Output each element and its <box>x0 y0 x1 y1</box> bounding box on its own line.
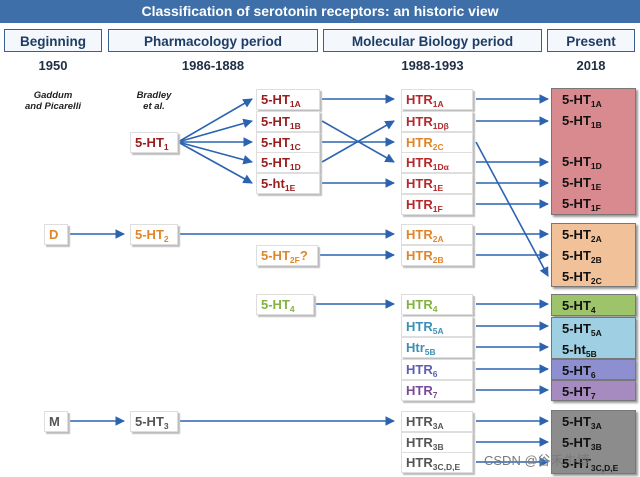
header-pharmacology: Pharmacology period <box>108 29 318 52</box>
header-beginning: Beginning <box>4 29 102 52</box>
header-present: Present <box>547 29 635 52</box>
present-5ht2b: 5-HT2B <box>562 248 602 265</box>
box-d-receptor: D <box>44 224 68 245</box>
panel-5ht2-family: 5-HT2A 5-HT2B 5-HT2C <box>551 223 636 287</box>
year-molecular: 1988-1993 <box>401 58 464 73</box>
box-htr1a: HTR1A <box>401 89 473 110</box>
present-5ht3cde: 5-HT3C,D,E <box>562 456 619 473</box>
box-htr5a: HTR5A <box>401 316 473 337</box>
present-5ht6: 5-HT6 <box>562 363 596 380</box>
arrow-ht1-to-1e <box>177 141 253 184</box>
box-m-receptor: M <box>44 411 68 432</box>
present-5ht2c: 5-HT2C <box>562 269 602 286</box>
present-5ht1f: 5-HT1F <box>562 196 601 213</box>
panel-5ht1-family: 5-HT1A 5-HT1B 5-HT1D 5-HT1E 5-HT1F <box>551 88 636 215</box>
arrow-ht1d-to-htr1d-beta <box>321 120 395 163</box>
present-5ht1a: 5-HT1A <box>562 92 602 109</box>
arrow-ht1-to-1a <box>177 98 253 143</box>
note-bradley-et-al: Bradley et al. <box>136 90 172 112</box>
box-5ht1b: 5-HT1B <box>256 111 320 132</box>
panel-5ht6: 5-HT6 <box>551 359 636 380</box>
box-htr2a: HTR2A <box>401 224 473 245</box>
note-gaddum-picarelli: GaddumBradley and Picarelli <box>25 90 81 112</box>
present-5ht7: 5-HT7 <box>562 384 596 401</box>
box-htr1e: HTR1E <box>401 173 473 194</box>
present-5ht1b: 5-HT1B <box>562 113 602 130</box>
box-5ht2f: 5-HT2F? <box>256 245 318 266</box>
box-htr1f: HTR1F <box>401 194 473 215</box>
box-htr3a: HTR3A <box>401 411 473 432</box>
box-htr6: HTR6 <box>401 359 473 380</box>
present-5ht5a: 5-HT5A <box>562 321 602 338</box>
arrow-ht1-to-1d <box>177 141 253 165</box>
box-htr2c: HTR2C <box>401 132 473 153</box>
box-htr2b: HTR2B <box>401 245 473 266</box>
arrow-htr2c-to-2c <box>475 141 549 277</box>
box-5ht1d: 5-HT1D <box>256 152 320 173</box>
present-5ht4: 5-HT4 <box>562 298 596 315</box>
present-5ht1e: 5-HT1E <box>562 175 602 192</box>
box-htr3cde: HTR3C,D,E <box>401 452 473 473</box>
year-beginning: 1950 <box>38 58 68 73</box>
box-5ht3: 5-HT3 <box>130 411 178 432</box>
panel-5ht5-family: 5-HT5A 5-ht5B <box>551 317 636 359</box>
box-5ht4: 5-HT4 <box>256 294 314 315</box>
box-htr1d-beta: HTR1Dβ <box>401 111 473 132</box>
present-5ht5b: 5-ht5B <box>562 342 597 359</box>
panel-5ht7: 5-HT7 <box>551 380 636 401</box>
box-htr5b: Htr5B <box>401 337 473 358</box>
box-htr4: HTR4 <box>401 294 473 315</box>
box-htr1d-alpha: HTR1Dα <box>401 152 473 173</box>
diagram-title: Classification of serotonin receptors: a… <box>0 0 640 23</box>
box-htr7: HTR7 <box>401 380 473 401</box>
present-5ht1d: 5-HT1D <box>562 154 602 171</box>
year-present: 2018 <box>576 58 606 73</box>
header-molecular-biology: Molecular Biology period <box>323 29 542 52</box>
year-pharmacology: 1986-1888 <box>181 58 245 73</box>
box-5ht1a: 5-HT1A <box>256 89 320 110</box>
present-5ht3b: 5-HT3B <box>562 435 602 452</box>
arrow-ht1-to-1b <box>177 118 253 143</box>
box-5ht1c: 5-HT1C <box>256 132 320 153</box>
present-5ht3a: 5-HT3A <box>562 414 602 431</box>
watermark: CSDN @谷禾牛博 <box>484 453 590 468</box>
box-5ht1: 5-HT1 <box>130 132 178 153</box>
present-5ht2a: 5-HT2A <box>562 227 602 244</box>
panel-5ht4: 5-HT4 <box>551 294 636 316</box>
box-5ht1e: 5-ht1E <box>256 173 320 194</box>
box-5ht2: 5-HT2 <box>130 224 178 245</box>
panel-5ht3-family: 5-HT3A 5-HT3B 5-HT3C,D,E <box>551 410 636 474</box>
box-htr3b: HTR3B <box>401 432 473 453</box>
